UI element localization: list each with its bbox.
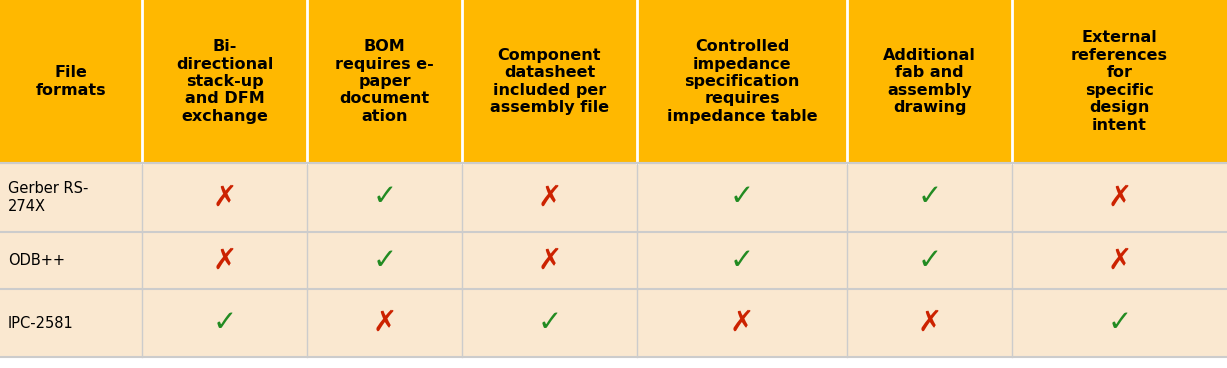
Text: ODB++: ODB++ [9, 253, 65, 268]
Bar [142, 232, 307, 289]
Bar [0, 0, 142, 163]
Bar [847, 163, 1012, 232]
Bar [307, 232, 463, 289]
Bar [637, 163, 847, 232]
Text: Controlled
impedance
specification
requires
impedance table: Controlled impedance specification requi… [666, 39, 817, 124]
Text: ✗: ✗ [537, 184, 562, 212]
Bar [0, 232, 142, 289]
Text: ✓: ✓ [1107, 309, 1131, 337]
Text: BOM
requires e-
paper
document
ation: BOM requires e- paper document ation [335, 39, 434, 124]
Bar [142, 163, 307, 232]
Text: Component
datasheet
included per
assembly file: Component datasheet included per assembl… [490, 48, 609, 115]
Bar [847, 232, 1012, 289]
Bar [307, 289, 463, 357]
Text: ✓: ✓ [730, 184, 755, 212]
Text: ✓: ✓ [730, 247, 755, 275]
Bar [307, 163, 463, 232]
Text: ✗: ✗ [212, 184, 237, 212]
Bar [0, 289, 142, 357]
Text: ✗: ✗ [730, 309, 755, 337]
Text: IPC-2581: IPC-2581 [9, 315, 74, 330]
Bar [307, 0, 463, 163]
Bar [637, 289, 847, 357]
Text: ✗: ✗ [537, 247, 562, 275]
Text: ✗: ✗ [372, 309, 396, 337]
Text: ✗: ✗ [212, 247, 237, 275]
Text: ✓: ✓ [372, 184, 396, 212]
Text: ✗: ✗ [1107, 247, 1131, 275]
Text: File
formats: File formats [36, 65, 107, 98]
Bar [1012, 163, 1227, 232]
Text: ✗: ✗ [918, 309, 941, 337]
Bar [142, 0, 307, 163]
Text: Bi-
directional
stack-up
and DFM
exchange: Bi- directional stack-up and DFM exchang… [175, 39, 274, 124]
Text: ✓: ✓ [918, 247, 941, 275]
Text: ✓: ✓ [537, 309, 562, 337]
Bar [463, 289, 637, 357]
Bar [637, 232, 847, 289]
Bar [463, 232, 637, 289]
Bar [1012, 289, 1227, 357]
Text: ✓: ✓ [918, 184, 941, 212]
Bar [463, 163, 637, 232]
Bar [142, 289, 307, 357]
Text: Additional
fab and
assembly
drawing: Additional fab and assembly drawing [883, 48, 975, 115]
Text: ✓: ✓ [212, 309, 237, 337]
Bar [463, 0, 637, 163]
Text: External
references
for
specific
design
intent: External references for specific design … [1071, 31, 1168, 132]
Text: Gerber RS-
274X: Gerber RS- 274X [9, 181, 88, 214]
Bar [1012, 0, 1227, 163]
Bar [847, 289, 1012, 357]
Bar [637, 0, 847, 163]
Text: ✓: ✓ [372, 247, 396, 275]
Bar [0, 163, 142, 232]
Bar [847, 0, 1012, 163]
Text: ✗: ✗ [1107, 184, 1131, 212]
Bar [1012, 232, 1227, 289]
